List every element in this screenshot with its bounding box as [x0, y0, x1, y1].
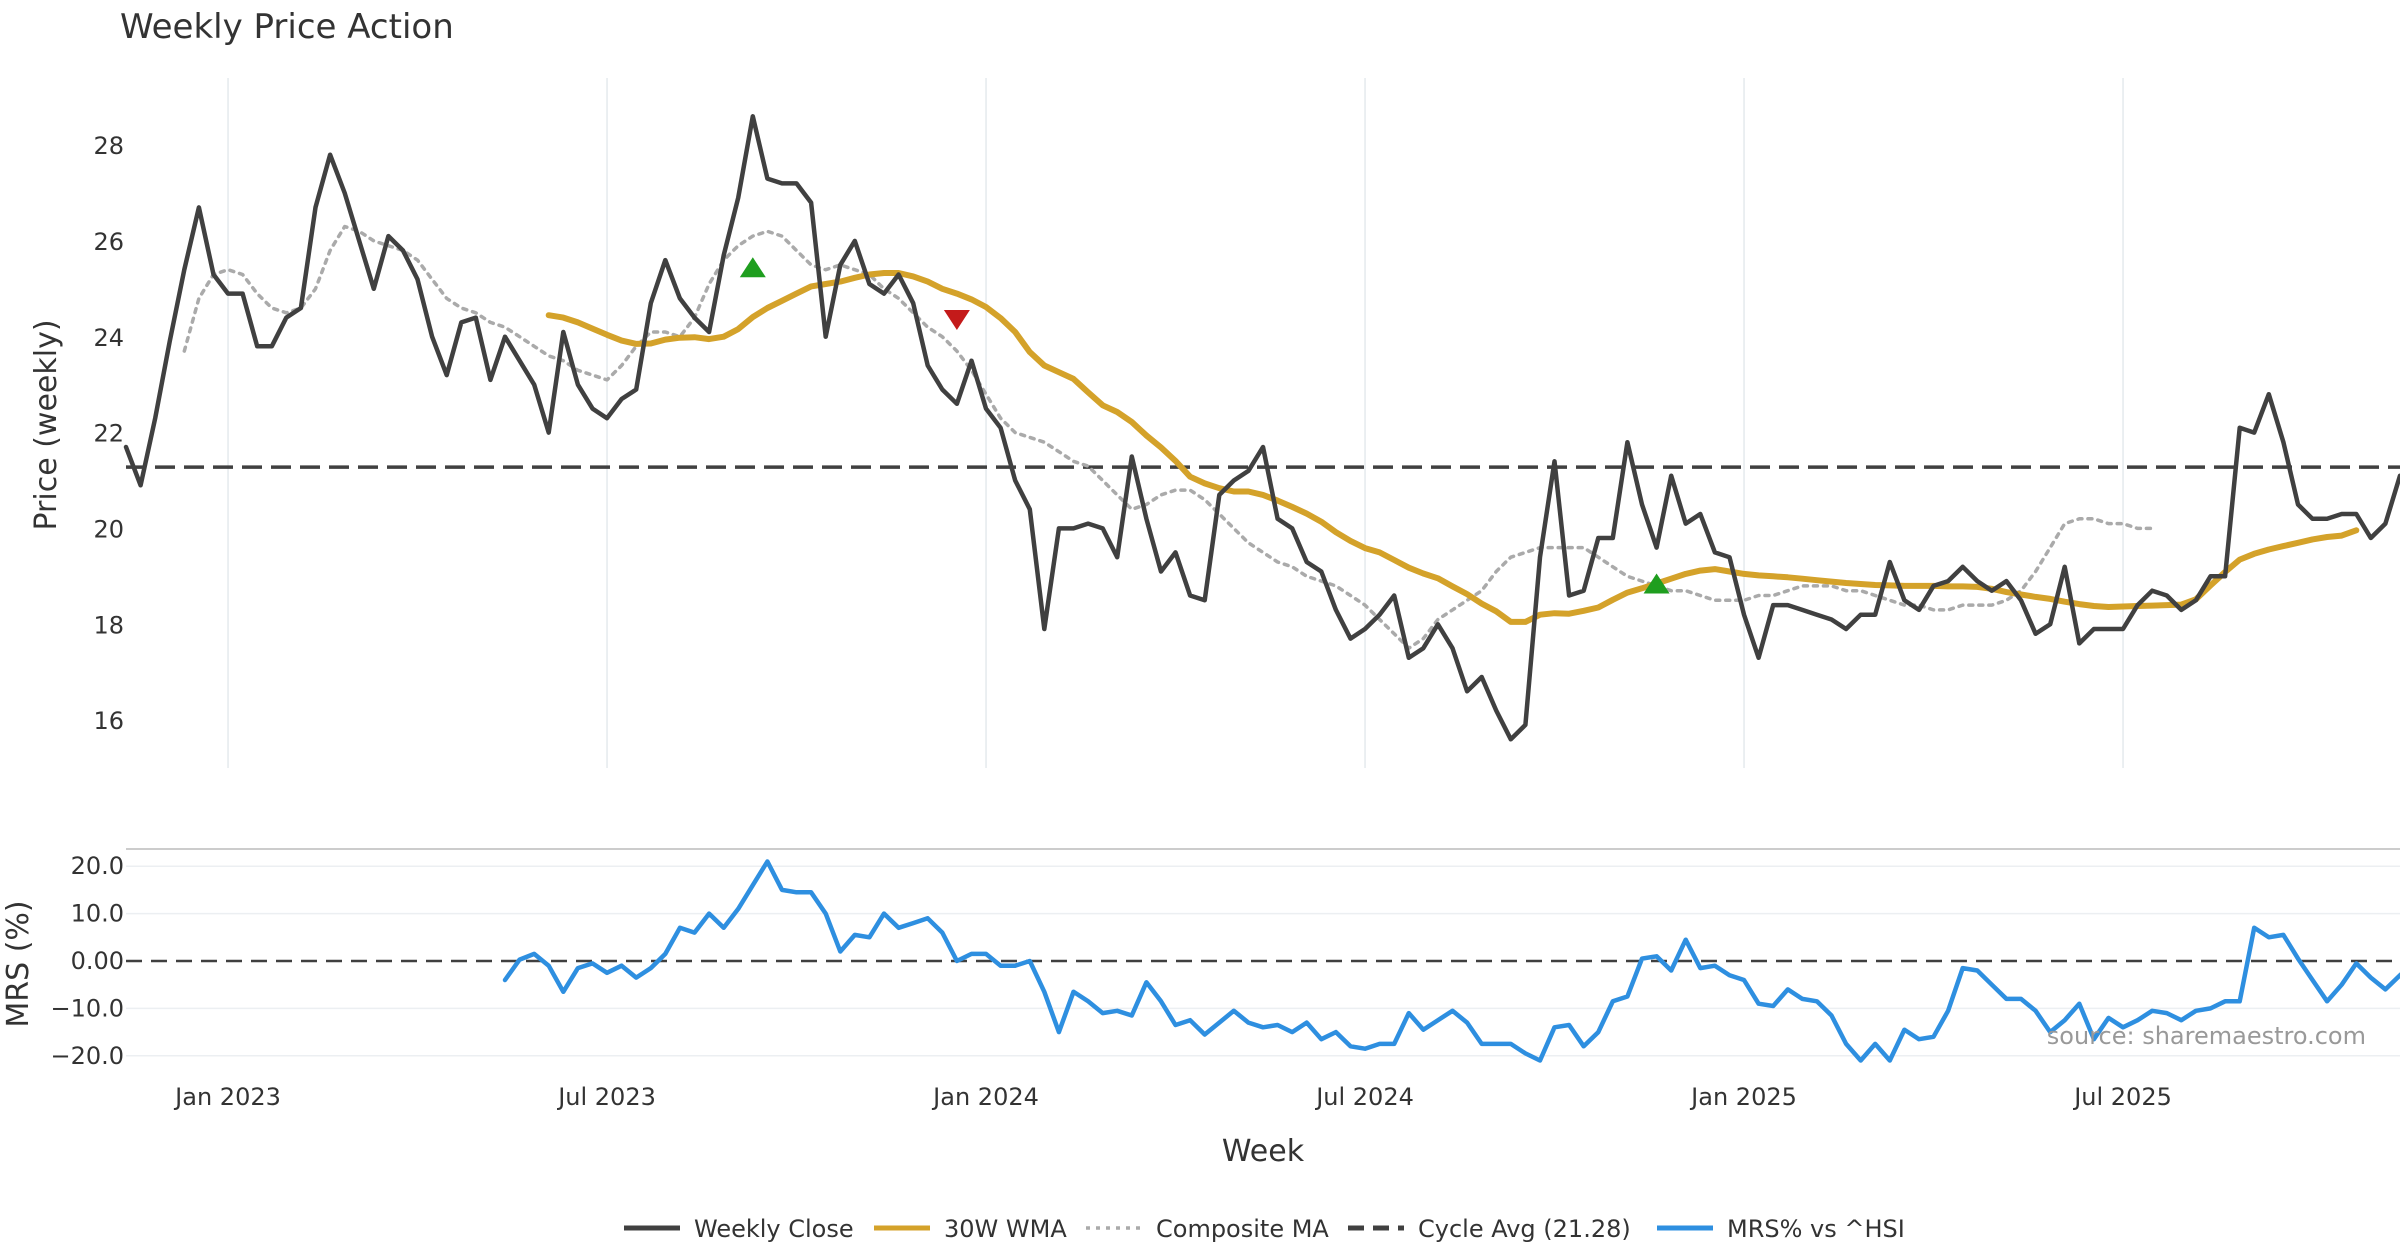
legend-label-mrs-vs-hsi: MRS% vs ^HSI — [1727, 1215, 1905, 1243]
price-y-tick-18: 18 — [93, 611, 124, 639]
series-mrs-vs-hsi — [502, 859, 2400, 1063]
price-series-group — [123, 114, 2400, 742]
x-tick-jan-2025: Jan 2025 — [1689, 1083, 1797, 1111]
mrs-y-axis-label: MRS (%) — [1, 900, 36, 1027]
price-y-tick-16: 16 — [93, 707, 124, 735]
price-gridlines — [227, 78, 2124, 768]
legend-label-30w-wma: 30W WMA — [944, 1215, 1067, 1243]
buy-signal-marker-1 — [739, 257, 766, 278]
signal-markers — [739, 257, 1670, 594]
price-y-tick-28: 28 — [93, 132, 124, 160]
x-tick-jul-2025: Jul 2025 — [2072, 1083, 2172, 1111]
mrs-y-tick-20-0: −20.0 — [50, 1042, 124, 1070]
sell-signal-marker-2 — [943, 309, 970, 330]
price-y-tick-22: 22 — [93, 420, 124, 448]
legend-label-composite-ma: Composite MA — [1156, 1215, 1329, 1243]
series-composite-ma — [182, 224, 2154, 650]
price-y-tick-26: 26 — [93, 228, 124, 256]
x-tick-jul-2023: Jul 2023 — [556, 1083, 656, 1111]
price-y-axis-label: Price (weekly) — [29, 319, 64, 530]
x-tick-jan-2024: Jan 2024 — [931, 1083, 1039, 1111]
x-axis-label: Week — [1222, 1134, 1305, 1169]
x-tick-jan-2023: Jan 2023 — [173, 1083, 281, 1111]
price-y-ticks: 16 18 20 22 24 26 28 — [93, 132, 124, 735]
price-y-tick-20: 20 — [93, 515, 124, 543]
price-y-tick-24: 24 — [93, 324, 124, 352]
source-credit: source: sharemaestro.com — [2047, 1022, 2366, 1050]
mrs-y-ticks: 20.0 10.0 0.00 −10.0 −20.0 — [50, 852, 124, 1070]
legend-label-weekly-close: Weekly Close — [694, 1215, 854, 1243]
mrs-gridlines — [126, 865, 2400, 1057]
mrs-y-tick-20-0: 20.0 — [71, 852, 124, 880]
mrs-series-group — [502, 859, 2400, 1063]
legend: Weekly Close 30W WMA Composite MA Cycle Avg… — [624, 1215, 1905, 1243]
mrs-y-tick-0-00: 0.00 — [71, 947, 124, 975]
x-tick-jul-2024: Jul 2024 — [1314, 1083, 1414, 1111]
chart-title: Weekly Price Action — [120, 7, 454, 47]
series-weekly-close — [123, 114, 2400, 742]
mrs-y-tick-10-0: −10.0 — [50, 994, 124, 1022]
buy-signal-marker-3 — [1643, 573, 1670, 594]
x-ticks: Jan 2023 Jul 2023 Jan 2024 Jul 2024 Jan 2025… — [173, 1083, 2172, 1111]
mrs-y-tick-10-0: 10.0 — [71, 900, 124, 928]
legend-label-cycle-avg-21-28: Cycle Avg (21.28) — [1418, 1215, 1631, 1243]
